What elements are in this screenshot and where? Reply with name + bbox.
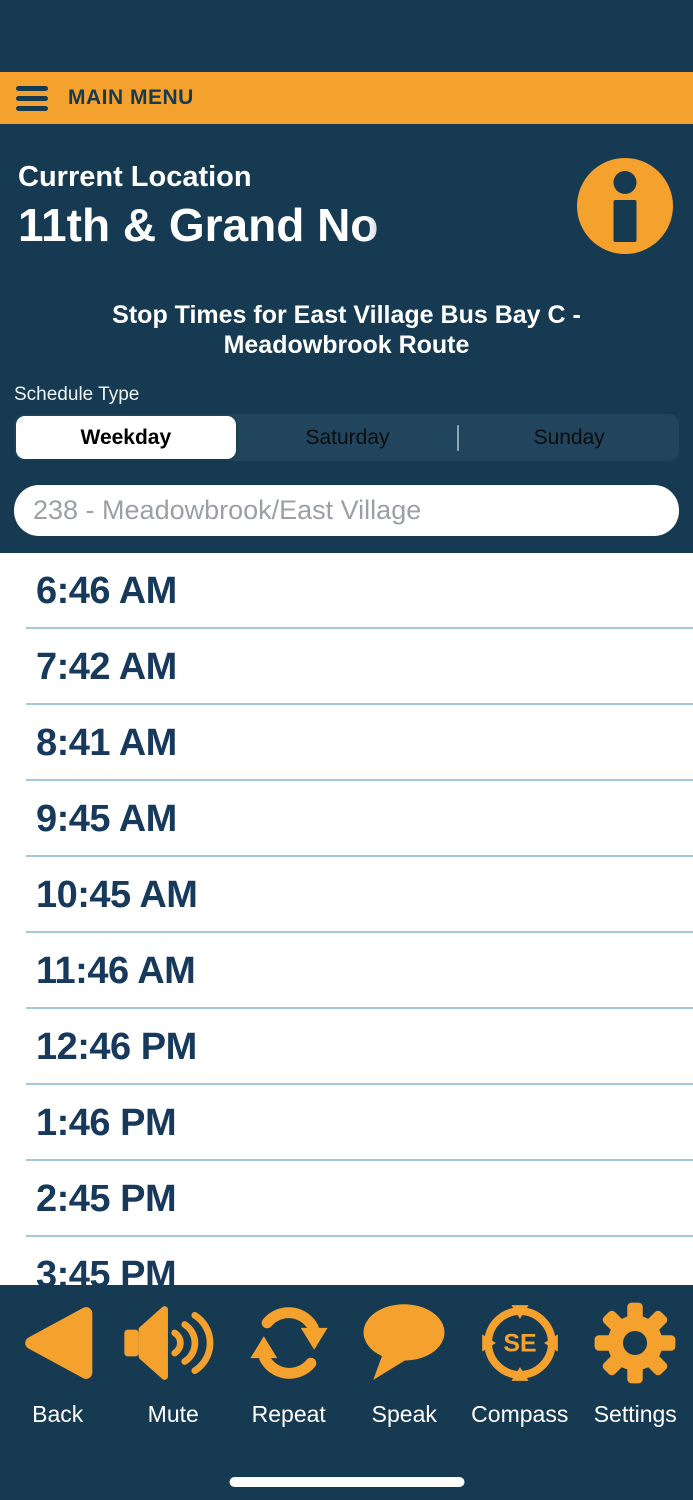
stop-time-label: 6:46 AM xyxy=(36,569,177,612)
stop-time-label: 2:45 PM xyxy=(36,1177,177,1220)
hamburger-menu-icon[interactable] xyxy=(16,85,48,111)
stop-time-row[interactable]: 12:46 PM xyxy=(0,1009,693,1085)
back-icon xyxy=(19,1297,97,1389)
back-button[interactable]: Back xyxy=(0,1297,116,1428)
compass-label: Compass xyxy=(471,1401,569,1427)
stop-time-row[interactable]: 10:45 AM xyxy=(0,857,693,933)
stop-time-row[interactable]: 9:45 AM xyxy=(0,781,693,857)
header: MAIN MENU Current Location 11th & Grand … xyxy=(0,0,693,553)
home-indicator[interactable] xyxy=(229,1477,464,1487)
mute-button[interactable]: Mute xyxy=(116,1297,232,1428)
mute-icon xyxy=(121,1297,225,1389)
stop-time-row[interactable]: 11:46 AM xyxy=(0,933,693,1009)
speak-icon xyxy=(360,1297,448,1389)
stop-time-row[interactable]: 1:46 PM xyxy=(0,1085,693,1161)
stop-time-row[interactable]: 7:42 AM xyxy=(0,629,693,705)
segment-saturday[interactable]: Saturday xyxy=(305,425,390,449)
repeat-label: Repeat xyxy=(251,1401,326,1427)
status-bar-area xyxy=(0,0,693,72)
speak-label: Speak xyxy=(371,1401,437,1427)
bottom-toolbar: Back Mute xyxy=(0,1285,693,1500)
stop-time-row[interactable]: 2:45 PM xyxy=(0,1161,693,1237)
stop-time-label: 8:41 AM xyxy=(36,721,177,764)
location-name-wrap: 11th & Grand No xyxy=(18,197,438,252)
mute-label: Mute xyxy=(147,1401,199,1427)
toolbar-items: Back Mute xyxy=(0,1297,693,1428)
route-selector[interactable]: 238 - Meadowbrook/East Village xyxy=(14,485,679,536)
repeat-icon xyxy=(247,1297,331,1389)
back-label: Back xyxy=(32,1401,84,1427)
schedule-type-label: Schedule Type xyxy=(14,384,140,405)
current-location-block: Current Location 11th & Grand No xyxy=(18,161,438,252)
current-location-row: Current Location 11th & Grand No xyxy=(0,124,693,254)
stop-time-label: 1:46 PM xyxy=(36,1101,177,1144)
info-icon xyxy=(613,171,637,194)
segment-weekday[interactable]: Weekday xyxy=(16,416,236,459)
stop-time-label: 12:46 PM xyxy=(36,1025,197,1068)
settings-button[interactable]: Settings xyxy=(578,1297,693,1428)
stop-time-row[interactable]: 8:41 AM xyxy=(0,705,693,781)
schedule-type-segmented-control: Weekday Saturday Sunday xyxy=(14,414,679,461)
settings-icon xyxy=(592,1297,678,1389)
settings-label: Settings xyxy=(593,1401,677,1427)
stop-times-title: Stop Times for East Village Bus Bay C - … xyxy=(112,301,581,359)
compass-icon: SE xyxy=(477,1297,563,1389)
segment-divider xyxy=(457,424,460,451)
stop-time-label: 7:42 AM xyxy=(36,645,177,688)
compass-badge: SE xyxy=(503,1330,536,1358)
location-name: 11th & Grand No xyxy=(18,198,379,251)
info-icon-bar xyxy=(613,200,637,242)
main-menu-label: MAIN MENU xyxy=(68,86,194,109)
stop-time-row[interactable]: 6:46 AM xyxy=(0,553,693,629)
compass-button[interactable]: SE Compass xyxy=(462,1297,578,1428)
current-location-label: Current Location xyxy=(18,160,252,193)
info-button[interactable] xyxy=(577,158,673,254)
stop-time-label: 9:45 AM xyxy=(36,797,177,840)
main-menu-bar[interactable]: MAIN MENU xyxy=(0,72,693,124)
segment-sunday[interactable]: Sunday xyxy=(533,425,605,449)
speak-button[interactable]: Speak xyxy=(347,1297,463,1428)
stop-time-label: 10:45 AM xyxy=(36,873,198,916)
stop-time-label: 11:46 AM xyxy=(36,949,196,992)
repeat-button[interactable]: Repeat xyxy=(231,1297,347,1428)
